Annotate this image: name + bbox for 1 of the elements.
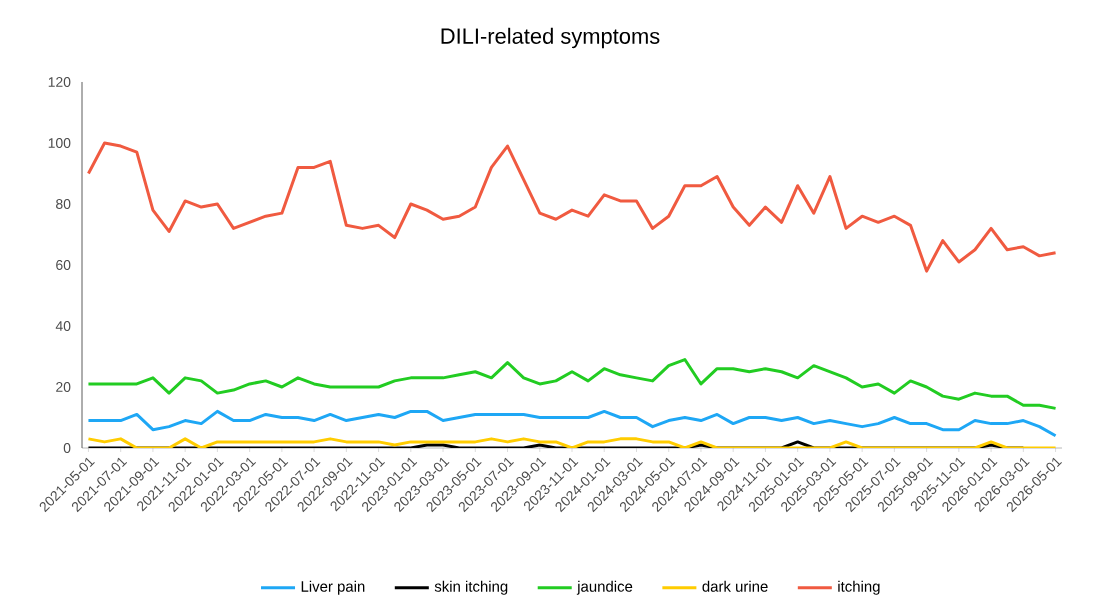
chart-title: DILI-related symptoms	[441, 27, 660, 49]
